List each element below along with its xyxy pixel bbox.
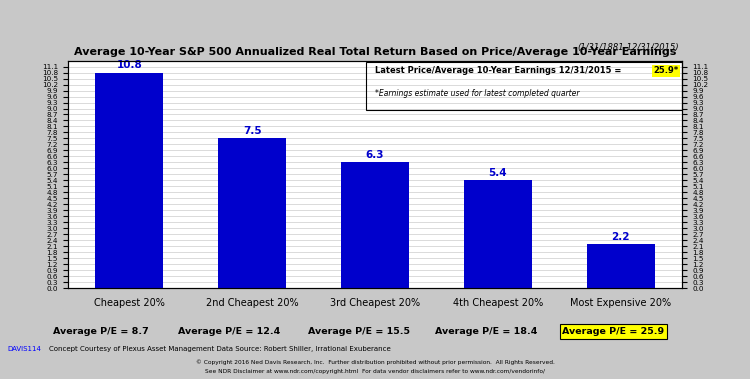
Text: 10.8: 10.8 (116, 60, 142, 70)
Text: 5.4: 5.4 (488, 168, 507, 178)
Text: 7.5: 7.5 (243, 126, 262, 136)
Text: See NDR Disclaimer at www.ndr.com/copyright.html  For data vendor disclaimers re: See NDR Disclaimer at www.ndr.com/copyri… (205, 370, 545, 374)
Bar (464, 180, 532, 288)
Text: Average P/E = 8.7: Average P/E = 8.7 (53, 327, 149, 336)
Bar (587, 244, 655, 288)
Text: Average P/E = 18.4: Average P/E = 18.4 (435, 327, 537, 336)
Text: Average P/E = 12.4: Average P/E = 12.4 (178, 327, 280, 336)
Text: 6.3: 6.3 (366, 150, 384, 160)
Text: Average P/E = 15.5: Average P/E = 15.5 (308, 327, 410, 336)
Text: © Copyright 2016 Ned Davis Research, Inc.  Further distribution prohibited witho: © Copyright 2016 Ned Davis Research, Inc… (196, 359, 554, 365)
Bar (95, 73, 163, 288)
Title: Average 10-Year S&P 500 Annualized Real Total Return Based on Price/Average 10-Y: Average 10-Year S&P 500 Annualized Real … (74, 47, 676, 57)
Text: Latest Price/Average 10-Year Earnings 12/31/2015 =: Latest Price/Average 10-Year Earnings 12… (375, 66, 624, 75)
Text: Concept Courtesy of Plexus Asset Management Data Source: Robert Shiller, Irratio: Concept Courtesy of Plexus Asset Managem… (49, 346, 391, 352)
Text: Average P/E = 25.9: Average P/E = 25.9 (562, 327, 664, 336)
Text: DAVIS114: DAVIS114 (8, 346, 41, 352)
Bar (218, 138, 286, 288)
Text: *Earnings estimate used for latest completed quarter: *Earnings estimate used for latest compl… (375, 89, 580, 98)
Text: 25.9*: 25.9* (653, 66, 678, 75)
Bar (341, 162, 409, 288)
Text: 2.2: 2.2 (611, 232, 630, 242)
Text: (1/31/1881-12/31/2015): (1/31/1881-12/31/2015) (578, 43, 679, 52)
